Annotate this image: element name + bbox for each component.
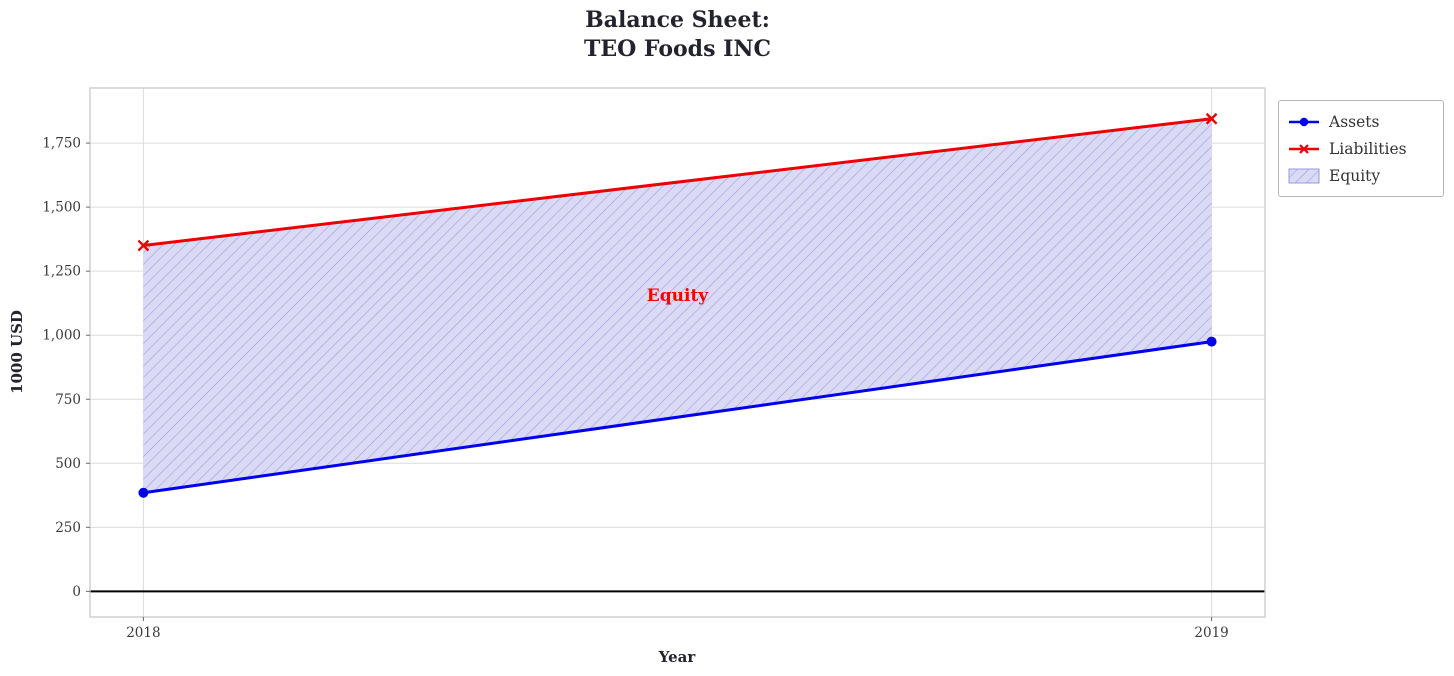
equity-patch-icon [1287,168,1321,184]
y-tick-label: 500 [55,456,81,472]
y-axis-label: 1000 USD [8,310,26,394]
y-tick-label: 1,500 [42,200,81,216]
liabilities-legend-x-2 [1299,143,1309,154]
equity-annotation: Equity [646,285,709,306]
legend: Assets Liabilities Equity [1278,100,1444,197]
legend-label-liabilities: Liabilities [1329,139,1407,158]
legend-label-assets: Assets [1329,112,1380,131]
plot-border [89,87,1266,618]
legend-item-equity: Equity [1287,162,1433,189]
y-tick-label: 0 [72,584,81,600]
assets-line-icon [1287,114,1321,130]
x-tick-label: 2018 [126,625,160,641]
x-tick-label: 2019 [1194,625,1228,641]
liabilities-series [137,112,1218,252]
equity-legend-patch [1288,168,1320,183]
legend-item-liabilities: Liabilities [1287,135,1433,162]
assets-line [143,340,1212,495]
y-tick-label: 250 [55,520,81,536]
chart-title-line2: TEO Foods INC [583,35,772,62]
chart-title-line1: Balance Sheet: [585,7,770,33]
assets-marker [1206,336,1217,347]
x-axis-label: Year [658,648,696,666]
liabilities-line-icon [1287,141,1321,157]
equity-fill-area [143,118,1212,493]
assets-legend-marker [1299,117,1309,126]
assets-series [138,336,1217,498]
liabilities-line [143,117,1212,248]
y-tick-label: 1,750 [42,136,81,152]
liabilities-marker [137,239,150,252]
y-tick-label: 750 [55,392,81,408]
assets-marker [138,487,149,498]
y-tick-label: 1,000 [42,328,81,344]
chart-title: Balance Sheet: TEO Foods INC [90,6,1265,63]
legend-label-equity: Equity [1329,166,1381,185]
tick-labels: 0 250 500 750 1,000 1,250 1,500 1,750 2018 2019 [42,136,1228,641]
legend-item-assets: Assets [1287,108,1433,135]
liabilities-marker [1205,112,1218,125]
y-tick-label: 1,250 [42,264,81,280]
